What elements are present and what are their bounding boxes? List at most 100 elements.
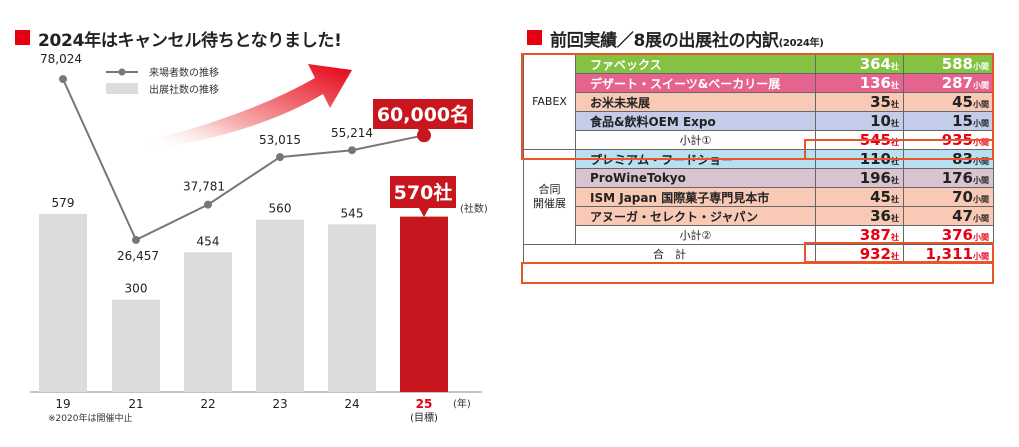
count-value: 45 (870, 188, 891, 206)
breakdown-table: FABEX ファベックス 364社 588小間 デザート・スイーツ&ベーカリー展 136社… (523, 54, 994, 264)
count-value: 10 (870, 112, 891, 130)
count-value: 588 (941, 55, 973, 73)
count-value: 935 (941, 131, 973, 149)
table-row: FABEX ファベックス 364社 588小間 (523, 54, 994, 150)
legend: 来場者数の推移 出展社数の推移 (106, 66, 219, 96)
line-value-label: 53,015 (259, 133, 301, 147)
exhibitor-count-cell: 35社 (815, 92, 904, 112)
bar-value-label: 454 (197, 234, 220, 248)
bar-value-label: 300 (125, 282, 148, 296)
exhibitor-count-cell: 45社 (815, 187, 904, 207)
count-value: 1,311 (925, 245, 973, 263)
count-value: 35 (870, 93, 891, 111)
count-unit: 社 (891, 100, 899, 109)
line-point (204, 200, 212, 209)
legend-line-marker (118, 68, 126, 76)
count-value: 36 (870, 207, 891, 225)
table-row: ISM Japan 国際菓子専門見本市 45社 70小間 (524, 187, 994, 207)
count-unit: 小間 (973, 195, 989, 204)
left-heading-marker (15, 30, 30, 45)
left-heading: 2024年はキャンセル待ちとなりました! (38, 31, 342, 51)
show-name-cell: ISM Japan 国際菓子専門見本市 (575, 187, 816, 207)
show-name-cell: お米未来展 (575, 92, 816, 112)
booth-count-cell: 47小間 (903, 206, 994, 226)
exhibitor-count-cell: 136社 (815, 73, 904, 93)
target-bar (400, 216, 448, 392)
exhibitor-count-cell: 932社 (815, 244, 904, 264)
table-row: 食品&飲料OEM Expo 10社 15小間 (524, 111, 994, 131)
bar-value-label: 545 (341, 206, 364, 220)
count-unit: 社 (891, 214, 899, 223)
target-visitor-callout-box (373, 99, 473, 129)
visitor-line-target-segment (351, 134, 425, 152)
bar-unit-label: (社数) (460, 202, 488, 215)
x-tick-label: 24 (344, 397, 359, 411)
table-row: 合同 開催展 プレミアム・フードショー 110社 83小間 (523, 149, 994, 245)
booth-count-cell: 376小間 (903, 225, 994, 245)
line-point (276, 153, 284, 162)
booth-count-cell: 176小間 (903, 168, 994, 188)
exhibitor-count-cell: 36社 (815, 206, 904, 226)
booth-count-cell: 83小間 (903, 149, 994, 169)
target-exhibitor-callout-pointer (419, 208, 429, 217)
booth-count-cell: 15小間 (903, 111, 994, 131)
count-unit: 社 (891, 138, 899, 147)
count-unit: 小間 (973, 119, 989, 128)
subtotal-row: 小計① 545社 935小間 (524, 130, 994, 150)
bar-value-label: 560 (269, 202, 292, 216)
count-unit: 小間 (973, 157, 989, 166)
count-unit: 社 (891, 195, 899, 204)
line-value-label: 37,781 (183, 180, 225, 194)
legend-line-label: 来場者数の推移 (149, 66, 219, 79)
count-value: 176 (941, 169, 973, 187)
booth-count-cell: 45小間 (903, 92, 994, 112)
count-unit: 小間 (973, 100, 989, 109)
chart-note: ※2020年は開催中止 (48, 412, 132, 424)
show-name-cell: プレミアム・フードショー (575, 149, 816, 169)
target-sublabel: (目標) (410, 411, 438, 424)
line-point (348, 146, 356, 155)
x-tick-label: 19 (55, 397, 70, 411)
count-value: 545 (859, 131, 891, 149)
legend-bar-label: 出展社数の推移 (149, 83, 219, 96)
line-point (132, 235, 140, 244)
count-value: 136 (859, 74, 891, 92)
x-tick-label: 21 (128, 397, 143, 411)
legend-bar-swatch (106, 83, 138, 94)
count-unit: 小間 (973, 214, 989, 223)
bar (256, 219, 304, 392)
line-value-label: 78,024 (40, 52, 82, 66)
count-unit: 社 (891, 119, 899, 128)
show-name-cell: ProWineTokyo (575, 168, 816, 188)
x-tick-label: 23 (272, 397, 287, 411)
count-unit: 小間 (973, 176, 989, 185)
count-unit: 小間 (973, 233, 989, 242)
target-visitor-callout-text: 60,000名 (377, 103, 469, 126)
booth-count-cell: 588小間 (903, 54, 994, 74)
right-heading-marker (527, 30, 542, 45)
exhibitor-count-cell: 364社 (815, 54, 904, 74)
target-exhibitor-callout-box (390, 176, 456, 208)
count-value: 47 (952, 207, 973, 225)
line-value-label: 26,457 (117, 249, 159, 263)
line-point (59, 75, 67, 84)
count-unit: 小間 (973, 62, 989, 71)
line-value-label: 55,214 (331, 126, 373, 140)
bar (184, 252, 232, 392)
exhibitor-count-cell: 196社 (815, 168, 904, 188)
booth-count-cell: 70小間 (903, 187, 994, 207)
count-value: 287 (941, 74, 973, 92)
show-name-cell: デザート・スイーツ&ベーカリー展 (575, 73, 816, 93)
count-value: 45 (952, 93, 973, 111)
total-row: 合 計 932社 1,311小間 (523, 244, 994, 264)
x-tick-label: 22 (200, 397, 215, 411)
bar (112, 299, 160, 392)
bar (39, 213, 87, 392)
count-value: 15 (952, 112, 973, 130)
right-heading-year: (2024年) (778, 38, 824, 49)
count-unit: 社 (891, 157, 899, 166)
x-unit-label: (年) (453, 397, 471, 410)
count-value: 196 (859, 169, 891, 187)
right-heading: 前回実績／8展の出展社の内訳(2024年) (550, 26, 824, 51)
exhibitor-count-cell: 545社 (815, 130, 904, 150)
